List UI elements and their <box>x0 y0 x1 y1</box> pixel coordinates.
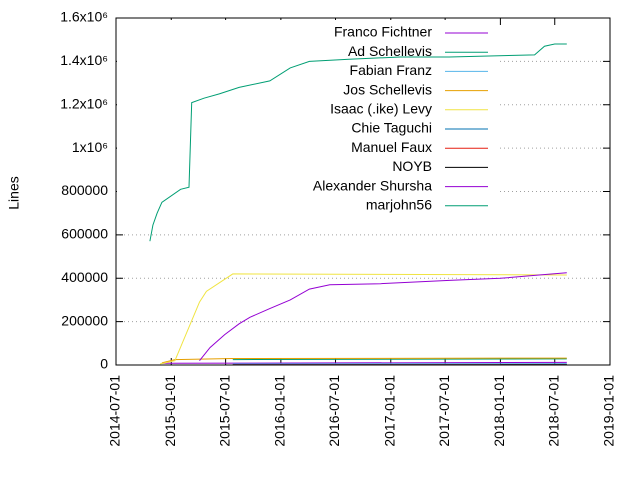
y-tick-label: 1.2x10⁶ <box>60 95 108 111</box>
y-tick-label: 200000 <box>61 312 108 328</box>
y-tick-label: 600000 <box>61 226 108 242</box>
series-line <box>161 357 567 364</box>
x-tick-label: 2016-07-01 <box>326 375 342 447</box>
y-tick-label: 1.4x10⁶ <box>60 52 108 68</box>
legend-label: Isaac (.ike) Levy <box>330 101 432 117</box>
y-tick-label: 1.6x10⁶ <box>60 9 108 25</box>
x-tick-label: 2018-01-01 <box>491 375 507 447</box>
y-tick-label: 800000 <box>61 182 108 198</box>
x-tick-label: 2015-07-01 <box>216 375 232 447</box>
x-tick-label: 2014-07-01 <box>107 375 123 447</box>
x-tick-label: 2017-01-01 <box>381 375 397 447</box>
y-tick-label: 0 <box>100 356 108 372</box>
legend-label: Fabian Franz <box>350 62 432 78</box>
series-line <box>159 273 567 365</box>
legend-label: Franco Fichtner <box>334 24 432 40</box>
plot-border <box>115 17 611 366</box>
legend-label: Alexander Shursha <box>313 177 432 193</box>
legend-label: NOYB <box>392 158 432 174</box>
legend-label: marjohn56 <box>366 197 432 213</box>
x-tick-label: 2017-07-01 <box>436 375 452 447</box>
legend-background <box>117 20 497 212</box>
x-tick-label: 2016-01-01 <box>272 375 288 447</box>
x-tick-label: 2019-01-01 <box>601 375 617 447</box>
legend-label: Manuel Faux <box>351 139 432 155</box>
x-tick-label: 2018-07-01 <box>545 375 561 447</box>
y-tick-label: 400000 <box>61 269 108 285</box>
legend-label: Chie Taguchi <box>351 120 432 136</box>
y-tick-label: 1x10⁶ <box>72 139 108 155</box>
legend-label: Ad Schellevis <box>348 43 432 59</box>
series-line <box>161 361 567 364</box>
series-line <box>199 272 567 362</box>
y-axis-label: Lines <box>6 176 22 209</box>
series-line <box>232 358 567 361</box>
series-line <box>149 43 567 242</box>
x-tick-label: 2015-01-01 <box>162 375 178 447</box>
legend-label: Jos Schellevis <box>343 81 432 97</box>
